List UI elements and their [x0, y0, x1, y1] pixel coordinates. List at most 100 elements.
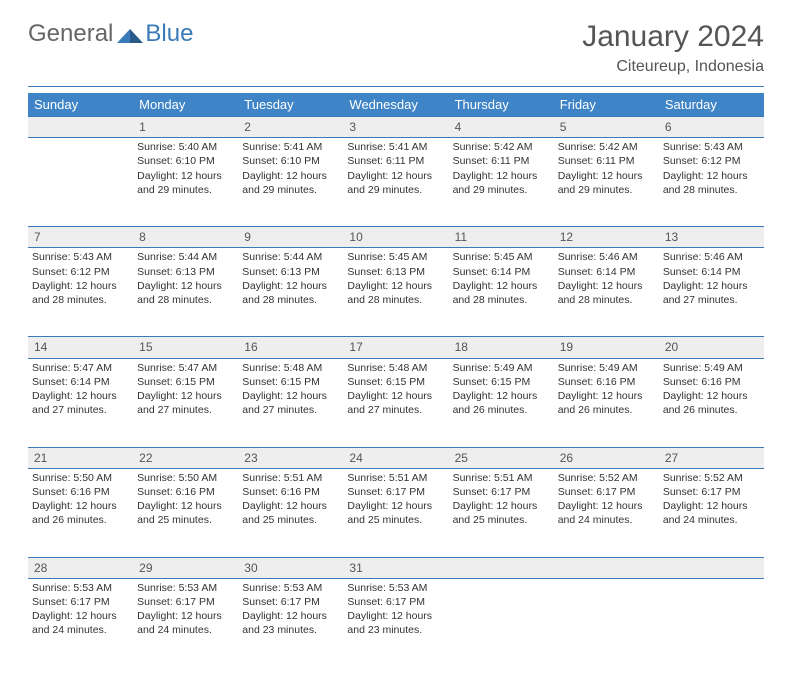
day-cell: Sunrise: 5:51 AMSunset: 6:17 PMDaylight:…	[449, 468, 554, 557]
day-cell: Sunrise: 5:48 AMSunset: 6:15 PMDaylight:…	[238, 358, 343, 447]
day-cell-empty	[28, 138, 133, 227]
daylight-line: Daylight: 12 hours and 29 minutes.	[347, 169, 444, 197]
day-cell-empty	[554, 578, 659, 667]
daylight-line: Daylight: 12 hours and 24 minutes.	[137, 609, 234, 637]
day-cell: Sunrise: 5:48 AMSunset: 6:15 PMDaylight:…	[343, 358, 448, 447]
day-number: 25	[449, 447, 554, 468]
day-cell: Sunrise: 5:45 AMSunset: 6:13 PMDaylight:…	[343, 248, 448, 337]
daylight-line: Daylight: 12 hours and 25 minutes.	[137, 499, 234, 527]
day-cell: Sunrise: 5:53 AMSunset: 6:17 PMDaylight:…	[343, 578, 448, 667]
daylight-line: Daylight: 12 hours and 27 minutes.	[242, 389, 339, 417]
day-cell: Sunrise: 5:49 AMSunset: 6:16 PMDaylight:…	[554, 358, 659, 447]
sunrise-line: Sunrise: 5:43 AM	[663, 140, 760, 154]
sunset-line: Sunset: 6:10 PM	[137, 154, 234, 168]
daylight-line: Daylight: 12 hours and 25 minutes.	[347, 499, 444, 527]
sunset-line: Sunset: 6:11 PM	[453, 154, 550, 168]
day-number: 6	[659, 117, 764, 138]
brand-part2: Blue	[145, 20, 193, 48]
sunrise-line: Sunrise: 5:50 AM	[32, 471, 129, 485]
day-cell: Sunrise: 5:42 AMSunset: 6:11 PMDaylight:…	[554, 138, 659, 227]
day-cell: Sunrise: 5:53 AMSunset: 6:17 PMDaylight:…	[28, 578, 133, 667]
daylight-line: Daylight: 12 hours and 29 minutes.	[137, 169, 234, 197]
sunset-line: Sunset: 6:15 PM	[137, 375, 234, 389]
weekday-header: Monday	[133, 93, 238, 117]
sunset-line: Sunset: 6:17 PM	[347, 485, 444, 499]
day-cell: Sunrise: 5:51 AMSunset: 6:17 PMDaylight:…	[343, 468, 448, 557]
sunset-line: Sunset: 6:14 PM	[32, 375, 129, 389]
sunrise-line: Sunrise: 5:46 AM	[558, 250, 655, 264]
day-number: 22	[133, 447, 238, 468]
sunrise-line: Sunrise: 5:44 AM	[137, 250, 234, 264]
daylight-line: Daylight: 12 hours and 26 minutes.	[663, 389, 760, 417]
sunset-line: Sunset: 6:17 PM	[242, 595, 339, 609]
day-number: 8	[133, 227, 238, 248]
day-cell: Sunrise: 5:53 AMSunset: 6:17 PMDaylight:…	[238, 578, 343, 667]
day-number: 21	[28, 447, 133, 468]
sunrise-line: Sunrise: 5:44 AM	[242, 250, 339, 264]
day-cell: Sunrise: 5:51 AMSunset: 6:16 PMDaylight:…	[238, 468, 343, 557]
sunrise-line: Sunrise: 5:53 AM	[242, 581, 339, 595]
day-number-row: 21222324252627	[28, 447, 764, 468]
day-number: 12	[554, 227, 659, 248]
daylight-line: Daylight: 12 hours and 28 minutes.	[32, 279, 129, 307]
daylight-line: Daylight: 12 hours and 29 minutes.	[453, 169, 550, 197]
day-number: 18	[449, 337, 554, 358]
sunrise-line: Sunrise: 5:51 AM	[453, 471, 550, 485]
day-cell: Sunrise: 5:42 AMSunset: 6:11 PMDaylight:…	[449, 138, 554, 227]
day-number: 10	[343, 227, 448, 248]
day-number: 30	[238, 557, 343, 578]
sunset-line: Sunset: 6:12 PM	[663, 154, 760, 168]
day-number: 15	[133, 337, 238, 358]
sunrise-line: Sunrise: 5:41 AM	[347, 140, 444, 154]
day-cell: Sunrise: 5:47 AMSunset: 6:15 PMDaylight:…	[133, 358, 238, 447]
sunrise-line: Sunrise: 5:51 AM	[242, 471, 339, 485]
daylight-line: Daylight: 12 hours and 28 minutes.	[137, 279, 234, 307]
daylight-line: Daylight: 12 hours and 27 minutes.	[663, 279, 760, 307]
sunrise-line: Sunrise: 5:49 AM	[663, 361, 760, 375]
sunset-line: Sunset: 6:15 PM	[242, 375, 339, 389]
weekday-header: Thursday	[449, 93, 554, 117]
sunrise-line: Sunrise: 5:51 AM	[347, 471, 444, 485]
sunset-line: Sunset: 6:11 PM	[347, 154, 444, 168]
day-cell: Sunrise: 5:49 AMSunset: 6:16 PMDaylight:…	[659, 358, 764, 447]
sunset-line: Sunset: 6:16 PM	[242, 485, 339, 499]
sunset-line: Sunset: 6:11 PM	[558, 154, 655, 168]
day-number: 7	[28, 227, 133, 248]
sunset-line: Sunset: 6:10 PM	[242, 154, 339, 168]
day-cell: Sunrise: 5:44 AMSunset: 6:13 PMDaylight:…	[238, 248, 343, 337]
daylight-line: Daylight: 12 hours and 27 minutes.	[32, 389, 129, 417]
day-cell: Sunrise: 5:47 AMSunset: 6:14 PMDaylight:…	[28, 358, 133, 447]
month-title: January 2024	[582, 20, 764, 54]
daylight-line: Daylight: 12 hours and 25 minutes.	[242, 499, 339, 527]
sunrise-line: Sunrise: 5:49 AM	[453, 361, 550, 375]
week-row: Sunrise: 5:43 AMSunset: 6:12 PMDaylight:…	[28, 248, 764, 337]
sunrise-line: Sunrise: 5:50 AM	[137, 471, 234, 485]
daylight-line: Daylight: 12 hours and 28 minutes.	[453, 279, 550, 307]
weekday-header: Sunday	[28, 93, 133, 117]
day-number: 26	[554, 447, 659, 468]
sunset-line: Sunset: 6:15 PM	[453, 375, 550, 389]
sunrise-line: Sunrise: 5:42 AM	[453, 140, 550, 154]
sunset-line: Sunset: 6:17 PM	[347, 595, 444, 609]
sunrise-line: Sunrise: 5:53 AM	[137, 581, 234, 595]
day-number-row: 14151617181920	[28, 337, 764, 358]
day-number-row: 28293031	[28, 557, 764, 578]
day-number: 5	[554, 117, 659, 138]
day-number: 28	[28, 557, 133, 578]
sunrise-line: Sunrise: 5:53 AM	[347, 581, 444, 595]
sunset-line: Sunset: 6:16 PM	[32, 485, 129, 499]
calendar-table: SundayMondayTuesdayWednesdayThursdayFrid…	[28, 93, 764, 667]
day-cell: Sunrise: 5:50 AMSunset: 6:16 PMDaylight:…	[28, 468, 133, 557]
header: General Blue January 2024 Citeureup, Ind…	[28, 20, 764, 76]
weekday-header-row: SundayMondayTuesdayWednesdayThursdayFrid…	[28, 93, 764, 117]
sunset-line: Sunset: 6:12 PM	[32, 265, 129, 279]
daylight-line: Daylight: 12 hours and 24 minutes.	[32, 609, 129, 637]
sunset-line: Sunset: 6:17 PM	[32, 595, 129, 609]
day-number-row: 123456	[28, 117, 764, 138]
day-number: 13	[659, 227, 764, 248]
brand-part1: General	[28, 20, 113, 48]
daylight-line: Daylight: 12 hours and 23 minutes.	[242, 609, 339, 637]
daylight-line: Daylight: 12 hours and 25 minutes.	[453, 499, 550, 527]
sunset-line: Sunset: 6:16 PM	[558, 375, 655, 389]
day-number: 23	[238, 447, 343, 468]
